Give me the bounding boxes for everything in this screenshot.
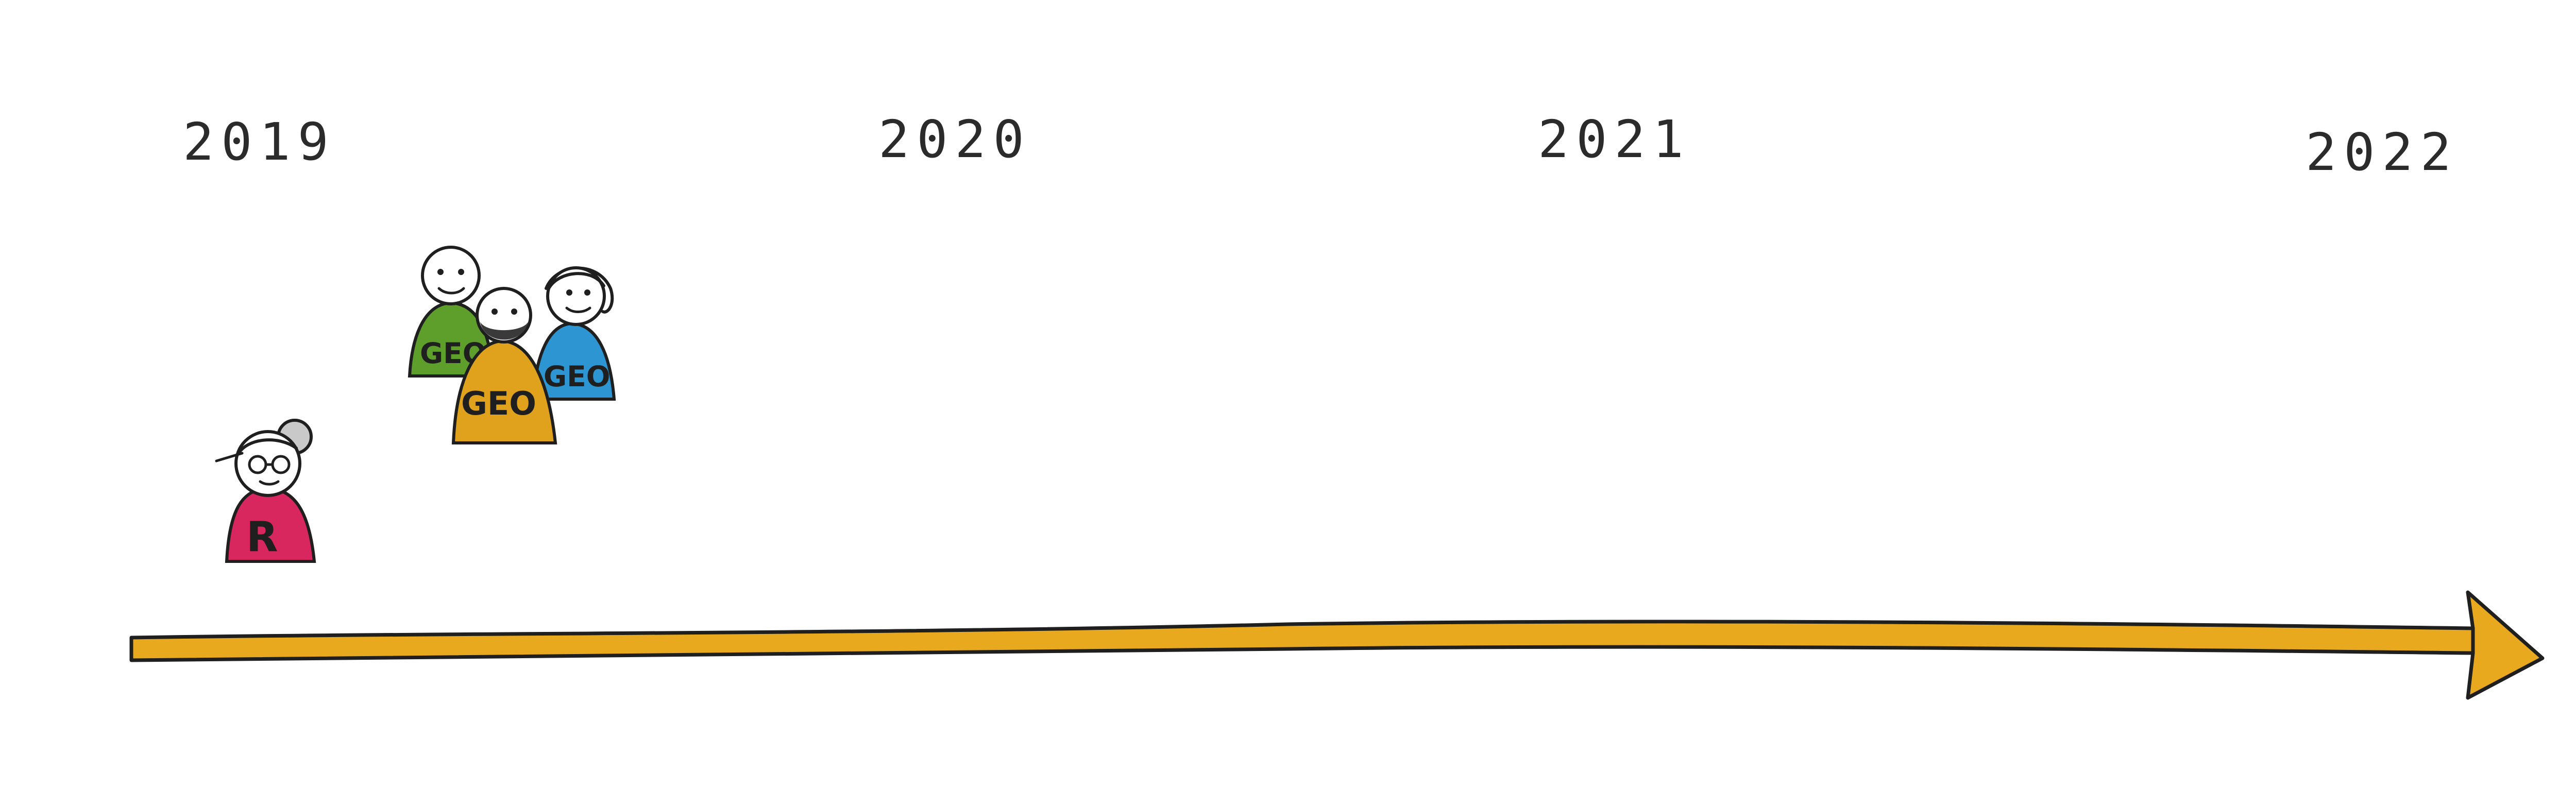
person-r: R	[215, 419, 316, 563]
year-label-2020: 2020	[878, 109, 1031, 169]
person-geo-yellow-shirt-label: GEO	[461, 385, 536, 422]
year-label-2022: 2022	[2306, 122, 2459, 182]
person-geo-green-head	[421, 246, 481, 305]
person-geo-blue: GEO	[531, 266, 616, 401]
person-geo-blue-shirt-label: GEO	[544, 360, 610, 393]
person-r-shirt-label: R	[246, 513, 278, 561]
person-geo-yellow: GEO	[451, 287, 557, 444]
year-label-2019: 2019	[183, 112, 336, 172]
timeline-arrow	[129, 590, 2545, 700]
timeline-arrow-shaft	[129, 620, 2475, 662]
timeline-arrow-head	[2466, 590, 2545, 700]
year-label-2021: 2021	[1538, 109, 1691, 169]
person-geo-blue-head	[546, 266, 606, 326]
